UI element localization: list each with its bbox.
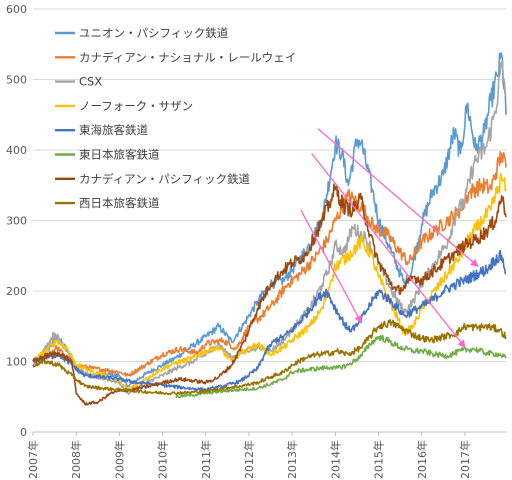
- series-line-7: [32, 183, 507, 406]
- x-tick-label: 2012年: [242, 440, 256, 479]
- legend-label-7: カナディアン・パシフィック鉄道: [79, 172, 251, 186]
- annotation-arrow-1: [317, 128, 479, 267]
- x-tick-label: 2017年: [458, 440, 472, 479]
- y-tick-label: 600: [6, 3, 27, 16]
- annotation-arrows: [300, 128, 479, 349]
- series-line-6: [175, 334, 507, 399]
- annotation-arrow-3: [300, 209, 362, 324]
- x-tick-label: 2016年: [415, 440, 429, 479]
- y-tick-label: 400: [6, 144, 27, 157]
- legend-label-2: カナディアン・ナショナル・レールウェイ: [79, 50, 296, 64]
- legend-label-8: 西日本旅客鉄道: [79, 196, 160, 210]
- series-line-8: [32, 319, 507, 396]
- legend-label-6: 東日本旅客鉄道: [79, 148, 160, 162]
- axes: 0 100 200 300 400 500 600 2007年 2008年 2009年 2010年 2…: [6, 3, 472, 479]
- legend-label-3: CSX: [79, 75, 102, 89]
- x-tick-label: 2014年: [328, 440, 342, 479]
- x-tick-label: 2011年: [199, 440, 213, 479]
- annotation-arrow-2: [311, 153, 466, 349]
- x-tick-label: 2007年: [26, 440, 40, 479]
- x-tick-label: 2008年: [69, 440, 83, 479]
- y-tick-label: 300: [6, 215, 27, 228]
- y-tick-label: 200: [6, 285, 27, 298]
- y-tick-label: 100: [6, 356, 27, 369]
- gridlines: [33, 8, 506, 433]
- y-tick-label: 500: [6, 74, 27, 87]
- x-tick-label: 2013年: [285, 440, 299, 479]
- series-line-2: [32, 151, 507, 377]
- series-line-5: [32, 249, 507, 392]
- x-tick-label: 2010年: [156, 440, 170, 479]
- x-tick-label: 2015年: [372, 440, 386, 479]
- legend-label-1: ユニオン・パシフィック鉄道: [79, 26, 229, 40]
- x-tick-label: 2009年: [112, 440, 126, 479]
- legend-label-5: 東海旅客鉄道: [79, 123, 148, 137]
- y-tick-label: 0: [20, 426, 27, 439]
- legend-label-4: ノーフォーク・サザン: [79, 99, 193, 113]
